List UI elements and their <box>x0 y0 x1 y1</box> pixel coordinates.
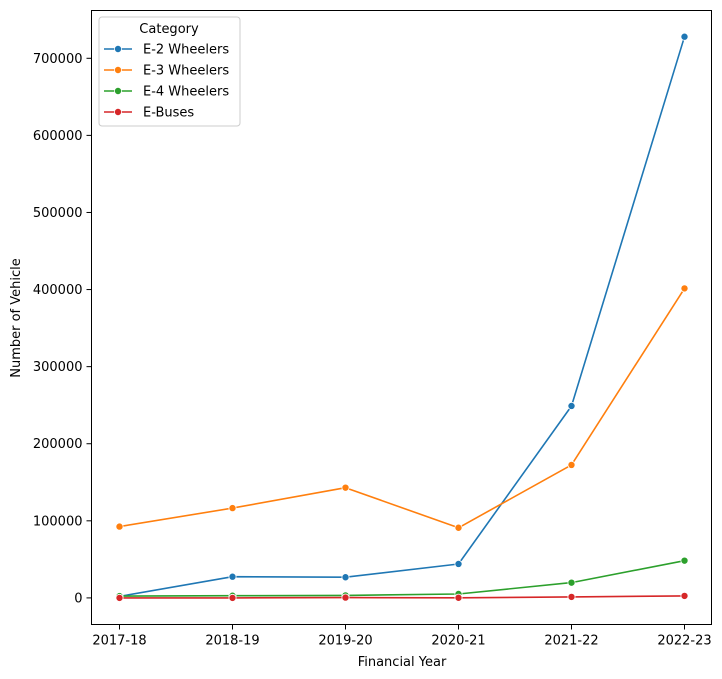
data-point <box>341 573 350 582</box>
legend-item: E-4 Wheelers <box>104 85 229 100</box>
legend-label: E-Buses <box>143 106 194 121</box>
y-tick-label: 0 <box>74 591 82 606</box>
y-tick-label: 600000 <box>33 129 83 144</box>
y-axis-title: Number of Vehicle <box>9 258 24 378</box>
legend-marker <box>114 66 123 75</box>
x-tick-label: 2017-18 <box>92 634 146 649</box>
data-point <box>341 483 350 492</box>
series-e-3-wheelers <box>115 284 689 532</box>
legend-marker <box>114 87 123 96</box>
data-point <box>454 559 463 568</box>
legend-label: E-4 Wheelers <box>143 85 229 100</box>
legend-item: E-3 Wheelers <box>104 64 229 79</box>
data-point <box>228 504 237 513</box>
series-line <box>119 36 686 598</box>
series-line <box>119 595 685 599</box>
data-point <box>115 593 124 602</box>
x-tick-label: 2022-23 <box>657 634 711 649</box>
legend-marker <box>114 45 123 54</box>
data-point <box>454 523 463 532</box>
legend-label: E-2 Wheelers <box>143 43 229 58</box>
y-tick-label: 200000 <box>33 437 83 452</box>
y-tick-label: 400000 <box>33 283 83 298</box>
data-point <box>341 593 350 602</box>
legend-title: Category <box>139 22 199 37</box>
legend: Category E-2 Wheelers E-3 Wheelers E-4 Whe… <box>98 16 241 127</box>
data-point <box>115 522 124 531</box>
x-axis-title: Financial Year <box>358 655 447 670</box>
series-line <box>119 559 685 597</box>
legend-label: E-3 Wheelers <box>143 64 229 79</box>
x-tick-label: 2018-19 <box>205 634 259 649</box>
x-tick-label: 2020-21 <box>431 634 485 649</box>
data-point <box>567 401 576 410</box>
data-point <box>680 591 689 600</box>
series-e-buses <box>115 591 689 602</box>
legend-item: E-2 Wheelers <box>104 43 229 58</box>
x-tick-label: 2019-20 <box>318 634 372 649</box>
y-tick-label: 100000 <box>33 514 83 529</box>
series-e-4-wheelers <box>115 556 689 601</box>
y-axis: 0 100000 200000 300000 400000 500000 600000 700… <box>33 52 92 606</box>
data-point <box>454 593 463 602</box>
data-point <box>228 593 237 602</box>
data-point <box>680 556 689 565</box>
data-point <box>680 284 689 293</box>
y-tick-label: 700000 <box>33 52 83 67</box>
data-point <box>567 578 576 587</box>
y-tick-label: 500000 <box>33 206 83 221</box>
legend-item: E-Buses <box>104 106 194 121</box>
data-point <box>680 32 689 41</box>
data-point <box>228 572 237 581</box>
data-point <box>567 592 576 601</box>
series-layer <box>115 32 689 602</box>
data-point <box>567 460 576 469</box>
series-line <box>119 287 686 529</box>
x-tick-label: 2021-22 <box>544 634 598 649</box>
x-axis: 2017-18 2018-19 2019-20 2020-21 2021-22 2022-… <box>92 624 712 649</box>
y-tick-label: 300000 <box>33 360 83 375</box>
legend-marker <box>114 108 123 117</box>
plot-frame <box>91 10 712 625</box>
legend-frame <box>98 16 241 127</box>
